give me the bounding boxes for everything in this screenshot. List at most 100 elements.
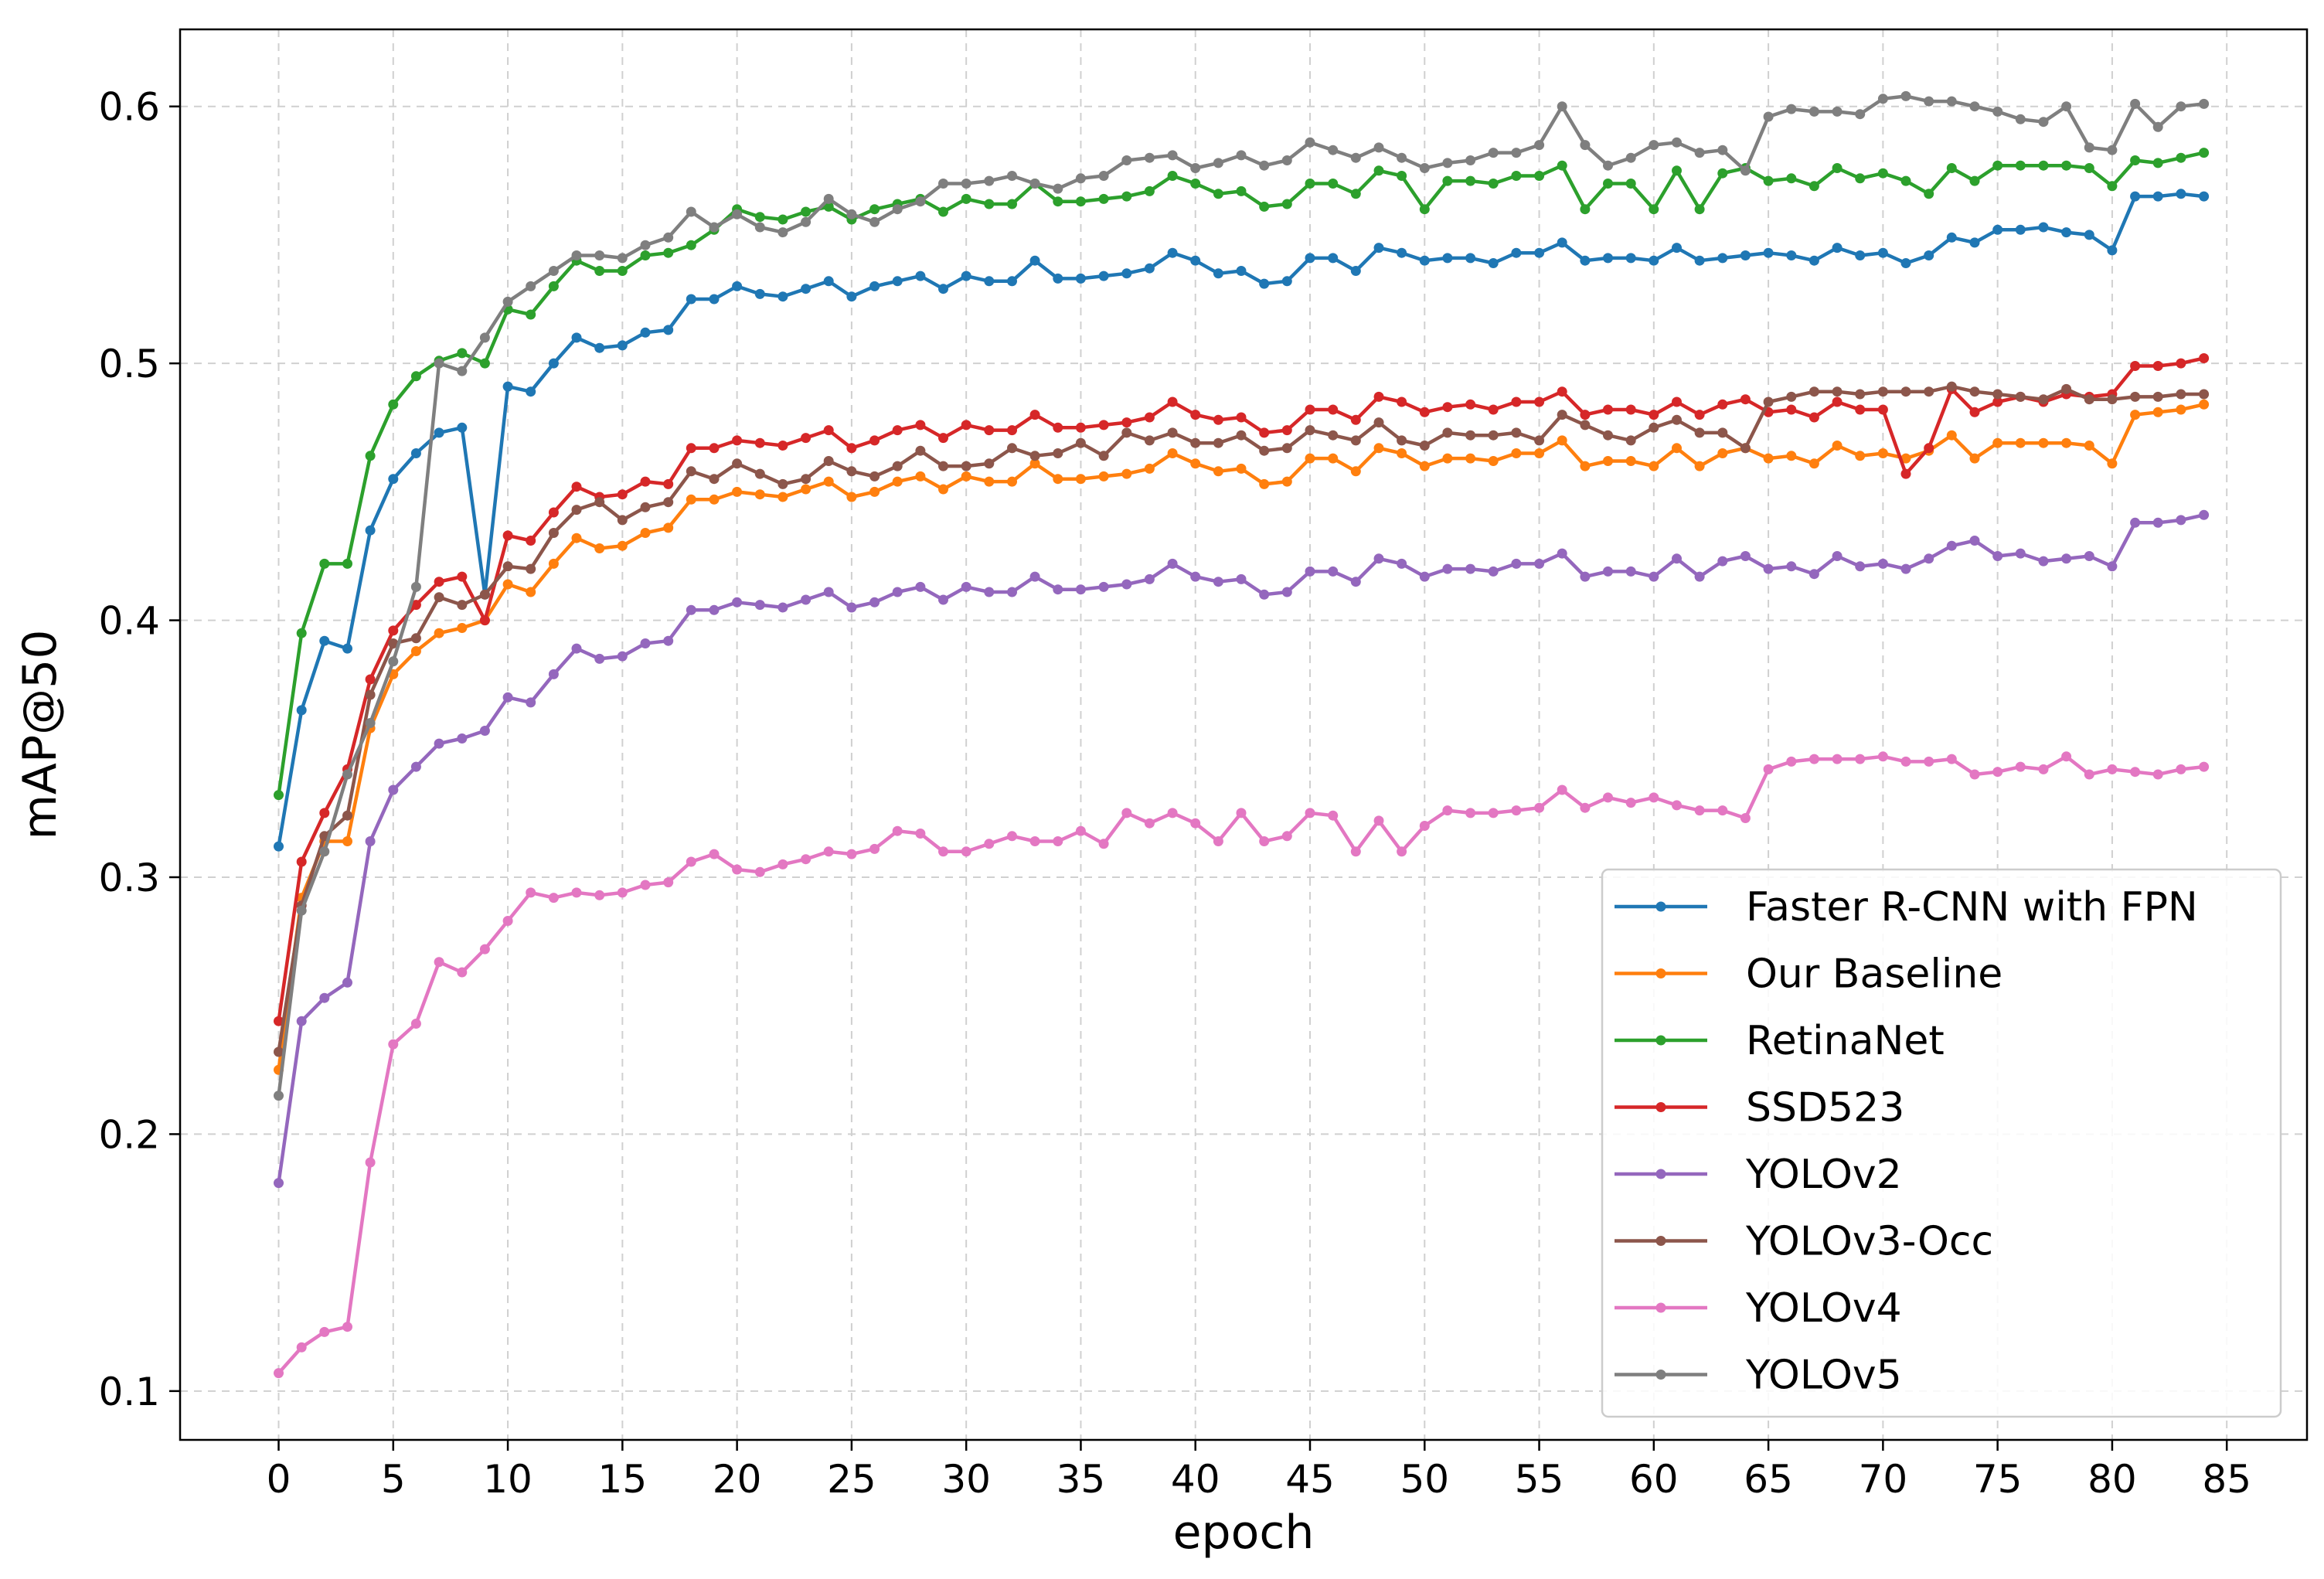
data-point-yolov2: [1328, 566, 1339, 577]
data-point-yolov3-occ: [1763, 396, 1774, 407]
data-point-yolov3-occ: [1672, 414, 1682, 425]
data-point-yolov2: [548, 669, 559, 679]
data-point-ssd523: [1373, 391, 1384, 402]
data-point-ssd523: [1924, 443, 1934, 454]
data-point-yolov2: [1809, 569, 1819, 580]
data-point-yolov2: [2152, 517, 2163, 528]
data-point-ssd523: [1969, 407, 1980, 417]
data-point-yolov3-occ: [479, 589, 490, 600]
data-point-yolov4: [2152, 769, 2163, 780]
data-point-yolov2: [1557, 548, 1567, 559]
data-point-yolov5: [938, 179, 948, 189]
legend-label: YOLOv4: [1745, 1285, 1902, 1332]
data-point-yolov4: [846, 849, 857, 859]
x-axis-title: epoch: [1173, 1506, 1315, 1560]
data-point-yolov4: [1190, 818, 1201, 829]
data-point-ssd523: [1305, 404, 1315, 415]
data-point-our-baseline: [1281, 476, 1292, 487]
data-point-faster-r-cnn-with-fpn: [410, 448, 421, 458]
data-point-our-baseline: [1992, 437, 2003, 448]
data-point-yolov3-occ: [1580, 420, 1591, 430]
data-point-retinanet: [1213, 189, 1223, 199]
data-point-yolov5: [1488, 148, 1499, 158]
data-point-retinanet: [961, 193, 971, 204]
data-point-our-baseline: [2084, 441, 2094, 451]
data-point-faster-r-cnn-with-fpn: [1029, 255, 1040, 266]
data-point-yolov4: [479, 944, 490, 955]
data-point-yolov3-occ: [1557, 410, 1567, 420]
data-point-yolov2: [2107, 561, 2118, 572]
legend-swatch-marker: [1655, 1370, 1666, 1380]
data-point-yolov4: [342, 1322, 352, 1332]
data-point-yolov4: [1969, 769, 1980, 780]
data-point-retinanet: [1511, 171, 1522, 181]
data-point-faster-r-cnn-with-fpn: [1167, 247, 1178, 258]
data-point-yolov4: [1465, 808, 1476, 818]
data-point-retinanet: [1328, 179, 1339, 189]
data-point-yolov4: [2107, 764, 2118, 774]
data-point-retinanet: [365, 451, 376, 461]
data-point-yolov5: [1969, 101, 1980, 112]
x-tick-label: 0: [267, 1457, 291, 1502]
data-point-our-baseline: [2107, 458, 2118, 469]
data-point-yolov2: [1167, 558, 1178, 569]
data-point-yolov4: [2199, 761, 2210, 772]
data-point-yolov5: [2084, 142, 2094, 153]
data-point-retinanet: [342, 558, 352, 569]
data-point-yolov2: [2015, 548, 2026, 559]
legend: Faster R-CNN with FPN Our Baseline RetinaN…: [1601, 868, 2282, 1418]
data-point-yolov5: [342, 769, 352, 780]
data-point-our-baseline: [1694, 461, 1705, 471]
data-point-faster-r-cnn-with-fpn: [1969, 237, 1980, 248]
data-point-yolov4: [594, 890, 605, 900]
data-point-ssd523: [801, 433, 812, 444]
data-point-yolov3-occ: [1350, 435, 1361, 446]
data-point-our-baseline: [1534, 448, 1545, 458]
data-point-yolov5: [1625, 152, 1636, 163]
data-point-ssd523: [571, 482, 582, 492]
data-point-yolov5: [1236, 150, 1247, 161]
data-point-yolov4: [1557, 784, 1567, 795]
data-point-yolov3-occ: [1717, 427, 1728, 438]
data-point-yolov3-occ: [1007, 443, 1017, 454]
x-axis-ticks: 0 5 10 15 20 25 30 35 40 45 50 55 60 65 70 75 80 85: [267, 1440, 2251, 1502]
data-point-yolov2: [1946, 540, 1957, 551]
data-point-retinanet: [1442, 175, 1453, 186]
data-point-ssd523: [1511, 396, 1522, 407]
data-point-retinanet: [617, 266, 628, 276]
data-point-ssd523: [434, 577, 444, 587]
data-point-our-baseline: [1877, 448, 1888, 458]
data-point-yolov3-occ: [388, 638, 399, 648]
x-tick-label: 80: [2088, 1457, 2137, 1502]
data-point-yolov4: [915, 829, 926, 839]
data-point-faster-r-cnn-with-fpn: [2107, 245, 2118, 256]
data-point-retinanet: [1557, 160, 1567, 171]
data-point-ssd523: [479, 615, 490, 626]
data-point-faster-r-cnn-with-fpn: [1442, 253, 1453, 264]
data-point-yolov3-occ: [1603, 430, 1613, 441]
data-point-our-baseline: [2061, 437, 2072, 448]
data-point-yolov5: [2015, 114, 2026, 124]
data-point-yolov3-occ: [1305, 425, 1315, 436]
data-point-yolov3-occ: [1121, 427, 1132, 438]
data-point-yolov2: [686, 604, 696, 615]
data-point-yolov3-occ: [938, 461, 948, 471]
data-point-faster-r-cnn-with-fpn: [1672, 243, 1682, 254]
data-point-yolov5: [1580, 140, 1591, 151]
data-point-our-baseline: [548, 558, 559, 569]
data-point-faster-r-cnn-with-fpn: [1809, 255, 1819, 266]
data-point-yolov5: [1442, 158, 1453, 168]
data-point-yolov3-occ: [2152, 391, 2163, 402]
data-point-our-baseline: [2015, 437, 2026, 448]
data-point-yolov3-occ: [1900, 386, 1911, 397]
data-point-yolov4: [410, 1019, 421, 1029]
x-tick-label: 85: [2202, 1457, 2251, 1502]
data-point-yolov5: [2061, 101, 2072, 112]
data-point-yolov4: [1534, 802, 1545, 813]
data-point-our-baseline: [1786, 451, 1797, 461]
data-point-retinanet: [1603, 179, 1613, 189]
data-point-our-baseline: [961, 471, 971, 482]
data-point-faster-r-cnn-with-fpn: [2061, 227, 2072, 238]
data-point-yolov5: [754, 222, 765, 233]
data-point-our-baseline: [938, 484, 948, 495]
